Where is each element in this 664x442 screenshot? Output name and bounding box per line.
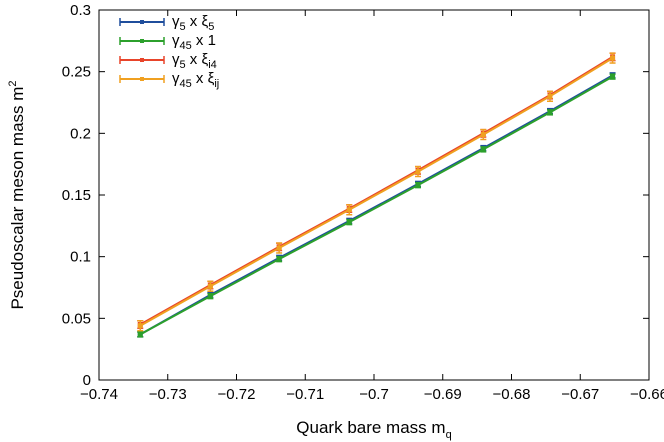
legend-label: γ45 x ξij: [172, 70, 219, 90]
y-tick-label: 0.15: [62, 187, 91, 204]
x-tick-label: −0.72: [218, 386, 256, 403]
x-axis-label: Quark bare mass mq: [296, 418, 451, 441]
y-tick-label: 0: [83, 372, 91, 389]
data-point: [547, 109, 553, 115]
y-tick-label: 0.25: [62, 64, 91, 81]
x-tick-label: −0.71: [286, 386, 324, 403]
data-point: [276, 256, 282, 262]
data-point: [480, 132, 486, 138]
x-tick-label: −0.66: [630, 386, 664, 403]
y-tick-label: 0.2: [70, 125, 91, 142]
y-tick-label: 0.3: [70, 2, 91, 19]
legend-marker: [140, 58, 144, 62]
legend-item: γ5 x ξi4: [119, 51, 217, 71]
legend-marker: [140, 39, 144, 43]
legend-label: γ5 x ξ5: [172, 13, 214, 33]
legend-item: γ45 x 1: [119, 32, 216, 52]
y-axis-label: Pseudoscalar meson mass m2: [7, 80, 27, 309]
legend-label: γ5 x ξi4: [172, 51, 217, 71]
series-layer: [137, 52, 616, 338]
series-2: [137, 73, 616, 338]
series-4: [137, 52, 616, 332]
x-tick-label: −0.68: [493, 386, 531, 403]
y-axis-label-main: Pseudoscalar meson mass m: [8, 87, 27, 310]
data-point: [610, 74, 616, 80]
data-point: [547, 93, 553, 99]
y-tick-label: 0.05: [62, 310, 91, 327]
series-line: [139, 56, 614, 326]
y-axis-label-sup: 2: [7, 80, 19, 86]
data-point: [207, 283, 213, 289]
data-point: [415, 182, 421, 188]
data-point: [137, 331, 143, 337]
legend-item: γ45 x ξij: [119, 70, 219, 90]
legend-marker: [140, 77, 144, 81]
legend-marker: [140, 20, 144, 24]
x-tick-label: −0.73: [149, 386, 187, 403]
data-point: [276, 245, 282, 251]
data-point: [207, 293, 213, 299]
data-point: [415, 169, 421, 175]
x-axis-label-sub: q: [446, 429, 452, 441]
data-point: [480, 146, 486, 152]
data-point: [137, 323, 143, 329]
x-tick-label: −0.74: [80, 386, 118, 403]
x-tick-label: −0.7: [359, 386, 389, 403]
axis-ticks: −0.74 −0.73 −0.72 −0.71 −0.7 −0.69 −0.68 −0.67 −…: [62, 2, 664, 403]
series-line: [139, 74, 614, 336]
series-line: [139, 57, 614, 327]
x-tick-label: −0.67: [561, 386, 599, 403]
series-line: [139, 75, 614, 336]
y-tick-label: 0.1: [70, 249, 91, 266]
data-point: [346, 207, 352, 213]
data-point: [610, 55, 616, 61]
legend-label: γ45 x 1: [172, 32, 216, 52]
data-point: [346, 219, 352, 225]
x-axis-label-main: Quark bare mass m: [296, 418, 445, 437]
legend-item: γ5 x ξ5: [119, 13, 214, 33]
x-tick-label: −0.69: [424, 386, 462, 403]
